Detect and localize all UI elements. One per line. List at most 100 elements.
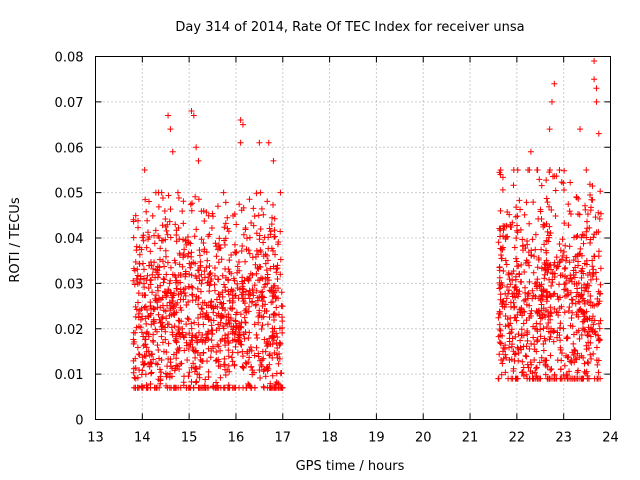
data-point [586, 299, 593, 306]
data-point [208, 275, 215, 282]
data-point [235, 334, 242, 341]
data-point [569, 309, 576, 316]
data-point [135, 290, 142, 297]
data-point [558, 179, 565, 186]
data-point [512, 213, 519, 220]
data-point [152, 295, 159, 302]
data-point [222, 307, 229, 314]
data-point [147, 248, 154, 255]
data-point [144, 272, 151, 279]
data-point [254, 264, 261, 271]
data-point [241, 335, 248, 342]
data-point [256, 139, 263, 146]
data-point [206, 271, 213, 278]
data-point [149, 337, 156, 344]
data-point [559, 252, 566, 259]
data-point [543, 323, 550, 330]
data-point [271, 349, 278, 356]
data-point [181, 246, 188, 253]
data-point [188, 291, 195, 298]
data-point [558, 350, 565, 357]
data-point [195, 301, 202, 308]
data-point [249, 371, 256, 378]
data-point [269, 372, 276, 379]
data-point [171, 310, 178, 317]
data-point [540, 288, 547, 295]
data-point [169, 329, 176, 336]
data-point [165, 340, 172, 347]
y-tick-label: 0.02 [55, 323, 84, 338]
data-point [268, 221, 275, 228]
data-point [173, 277, 180, 284]
data-point [497, 291, 504, 298]
data-point [225, 353, 232, 360]
data-point [584, 372, 591, 379]
data-point [554, 334, 561, 341]
data-point [239, 348, 246, 355]
data-point [266, 351, 273, 358]
data-point [566, 208, 573, 215]
data-point [222, 342, 229, 349]
data-point [551, 273, 558, 280]
data-point [586, 315, 593, 322]
data-point [225, 347, 232, 354]
data-point [523, 238, 530, 245]
data-point [163, 292, 170, 299]
data-point [185, 298, 192, 305]
data-point [138, 383, 145, 390]
data-point [584, 359, 591, 366]
data-point [554, 329, 561, 336]
data-point [572, 253, 579, 260]
data-point [590, 350, 597, 357]
data-point [145, 333, 152, 340]
data-point [225, 228, 232, 235]
data-point [232, 250, 239, 257]
data-point [210, 309, 217, 316]
data-point [175, 326, 182, 333]
data-point [262, 348, 269, 355]
data-point [551, 80, 558, 87]
data-point [175, 317, 182, 324]
data-point [187, 240, 194, 247]
data-point [498, 356, 505, 363]
data-point [157, 245, 164, 252]
data-point [597, 265, 604, 272]
data-point [542, 337, 549, 344]
data-point [508, 326, 515, 333]
data-point [540, 341, 547, 348]
data-point [245, 335, 252, 342]
data-point [498, 371, 505, 378]
data-point [587, 339, 594, 346]
data-point [508, 270, 515, 277]
chart-title: Day 314 of 2014, Rate Of TEC Index for r… [175, 20, 524, 35]
data-point [241, 314, 248, 321]
data-point [260, 368, 267, 375]
data-point [226, 297, 233, 304]
data-point [225, 362, 232, 369]
data-point [502, 342, 509, 349]
data-point [253, 344, 260, 351]
data-point [221, 224, 228, 231]
data-point [208, 337, 215, 344]
data-point [202, 376, 209, 383]
data-point [264, 321, 271, 328]
data-point [232, 317, 239, 324]
x-tick-label: 22 [509, 431, 526, 446]
data-point [142, 196, 149, 203]
data-point [589, 273, 596, 280]
data-point [590, 321, 597, 328]
data-point [236, 267, 243, 274]
data-point [174, 189, 181, 196]
data-point [497, 171, 504, 178]
data-point [225, 331, 232, 338]
data-point [135, 351, 142, 358]
data-point [567, 275, 574, 282]
data-point [218, 256, 225, 263]
data-point [184, 356, 191, 363]
data-point [237, 117, 244, 124]
data-point [187, 341, 194, 348]
data-point [239, 285, 246, 292]
data-point [495, 333, 502, 340]
data-point [247, 270, 254, 277]
data-point [161, 207, 168, 214]
